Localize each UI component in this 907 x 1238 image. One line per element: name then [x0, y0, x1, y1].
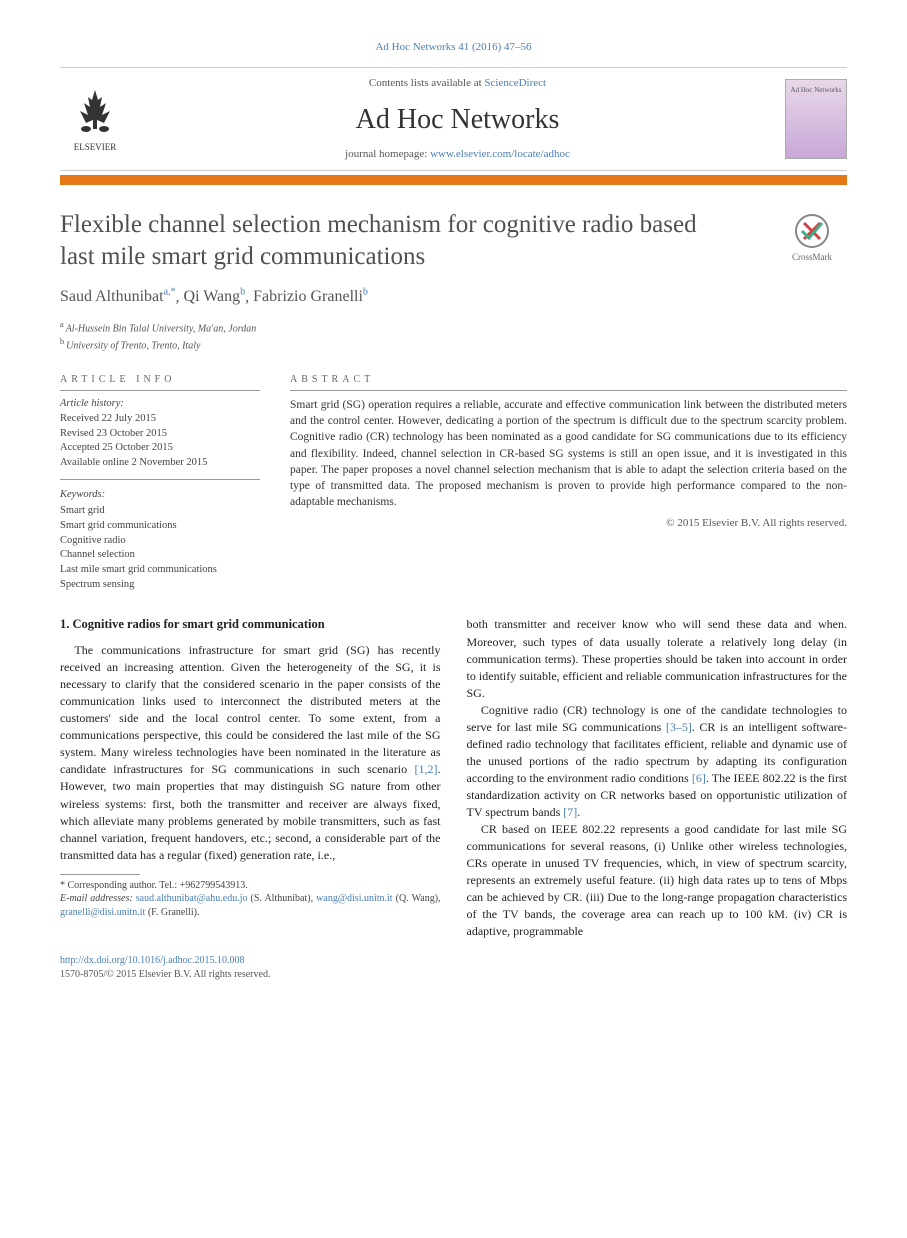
- elsevier-tree-icon: [70, 85, 120, 135]
- aff-a-text: Al-Hussein Bin Talal University, Ma'an, …: [66, 323, 257, 334]
- history-3: Available online 2 November 2015: [60, 456, 260, 471]
- journal-title: Ad Hoc Networks: [130, 100, 785, 139]
- crossmark-badge[interactable]: CrossMark: [777, 213, 847, 264]
- ref-7[interactable]: [7]: [563, 805, 577, 819]
- crossmark-label: CrossMark: [792, 252, 832, 262]
- keyword-1: Smart grid communications: [60, 519, 260, 534]
- crossmark-icon: [794, 213, 830, 249]
- abstract-heading: ABSTRACT: [290, 373, 847, 391]
- homepage-prefix: journal homepage:: [345, 148, 430, 160]
- author-1-name: Qi Wang: [184, 288, 241, 305]
- author-0-name: Saud Althunibat: [60, 288, 164, 305]
- email-0[interactable]: saud.althunibat@ahu.edu.jo: [136, 893, 248, 904]
- article-info: ARTICLE INFO Article history: Received 2…: [60, 373, 260, 592]
- publisher-logo[interactable]: ELSEVIER: [60, 85, 130, 153]
- citation-link[interactable]: Ad Hoc Networks 41 (2016) 47–56: [375, 41, 531, 53]
- affiliations: aAl-Hussein Bin Talal University, Ma'an,…: [60, 319, 847, 354]
- history-block: Article history: Received 22 July 2015 R…: [60, 397, 260, 479]
- history-0: Received 22 July 2015: [60, 412, 260, 427]
- keyword-2: Cognitive radio: [60, 534, 260, 549]
- email-addresses: E-mail addresses: saud.althunibat@ahu.ed…: [60, 892, 441, 919]
- author-0[interactable]: Saud Althunibata,*: [60, 288, 176, 305]
- contents-line: Contents lists available at ScienceDirec…: [130, 76, 785, 91]
- keyword-0: Smart grid: [60, 504, 260, 519]
- para-1a: The communications infrastructure for sm…: [60, 643, 441, 776]
- aff-a-mark: a: [60, 320, 64, 329]
- affiliation-b: bUniversity of Trento, Trento, Italy: [60, 336, 847, 353]
- article-head: CrossMark Flexible channel selection mec…: [60, 209, 847, 353]
- homepage-link[interactable]: www.elsevier.com/locate/adhoc: [430, 148, 570, 160]
- journal-cover-thumb[interactable]: Ad Hoc Networks: [785, 79, 847, 159]
- keyword-3: Channel selection: [60, 548, 260, 563]
- abstract-text: Smart grid (SG) operation requires a rel…: [290, 397, 847, 510]
- ref-3-5[interactable]: [3–5]: [666, 720, 692, 734]
- email-2[interactable]: granelli@disi.unitn.it: [60, 907, 145, 918]
- para-3d: .: [577, 805, 580, 819]
- orange-bar: [60, 175, 847, 185]
- history-1: Revised 23 October 2015: [60, 427, 260, 442]
- keyword-5: Spectrum sensing: [60, 578, 260, 593]
- masthead-center: Contents lists available at ScienceDirec…: [130, 76, 785, 162]
- masthead: ELSEVIER Contents lists available at Sci…: [60, 67, 847, 171]
- affiliation-a: aAl-Hussein Bin Talal University, Ma'an,…: [60, 319, 847, 336]
- author-1[interactable]: Qi Wangb: [184, 288, 246, 305]
- para-1b: . However, two main properties that may …: [60, 762, 441, 861]
- info-abstract-row: ARTICLE INFO Article history: Received 2…: [60, 373, 847, 592]
- ref-1-2[interactable]: [1,2]: [415, 762, 438, 776]
- email-2-who: (F. Granelli): [148, 907, 197, 918]
- history-label: Article history:: [60, 397, 260, 412]
- para-2: both transmitter and receiver know who w…: [467, 616, 848, 701]
- email-1-who: (Q. Wang): [396, 893, 438, 904]
- email-label: E-mail addresses:: [60, 893, 133, 904]
- history-2: Accepted 25 October 2015: [60, 441, 260, 456]
- para-3: Cognitive radio (CR) technology is one o…: [467, 702, 848, 821]
- footnote-separator: [60, 874, 140, 875]
- para-1: The communications infrastructure for sm…: [60, 642, 441, 863]
- authors-line: Saud Althunibata,*, Qi Wangb, Fabrizio G…: [60, 286, 847, 309]
- keyword-4: Last mile smart grid communications: [60, 563, 260, 578]
- footnotes: * Corresponding author. Tel.: +962799543…: [60, 879, 441, 920]
- section-1-heading: 1. Cognitive radios for smart grid commu…: [60, 616, 441, 634]
- cover-thumb-text: Ad Hoc Networks: [791, 86, 842, 94]
- body-columns: 1. Cognitive radios for smart grid commu…: [60, 616, 847, 940]
- contents-prefix: Contents lists available at: [369, 77, 484, 89]
- author-2-name: Fabrizio Granelli: [253, 288, 363, 305]
- abstract: ABSTRACT Smart grid (SG) operation requi…: [290, 373, 847, 592]
- keywords-label: Keywords:: [60, 488, 260, 503]
- abstract-copyright: © 2015 Elsevier B.V. All rights reserved…: [290, 516, 847, 531]
- homepage-line: journal homepage: www.elsevier.com/locat…: [130, 147, 785, 162]
- author-2-marks: b: [363, 287, 368, 298]
- author-2[interactable]: Fabrizio Granellib: [253, 288, 368, 305]
- doi-link[interactable]: http://dx.doi.org/10.1016/j.adhoc.2015.1…: [60, 955, 245, 966]
- ref-6[interactable]: [6]: [692, 771, 706, 785]
- author-1-marks: b: [240, 287, 245, 298]
- corr-text: Corresponding author. Tel.: +96279954391…: [68, 880, 248, 891]
- page-root: Ad Hoc Networks 41 (2016) 47–56 ELSEVIER…: [0, 0, 907, 1012]
- page-footer: http://dx.doi.org/10.1016/j.adhoc.2015.1…: [60, 954, 847, 982]
- header-citation: Ad Hoc Networks 41 (2016) 47–56: [60, 40, 847, 55]
- para-4: CR based on IEEE 802.22 represents a goo…: [467, 821, 848, 940]
- author-0-marks: a,*: [164, 287, 176, 298]
- article-title: Flexible channel selection mechanism for…: [60, 209, 700, 272]
- article-info-heading: ARTICLE INFO: [60, 373, 260, 391]
- publisher-name: ELSEVIER: [74, 142, 117, 152]
- sciencedirect-link[interactable]: ScienceDirect: [484, 77, 546, 89]
- issn-line: 1570-8705/© 2015 Elsevier B.V. All right…: [60, 968, 847, 982]
- email-0-who: (S. Althunibat): [251, 893, 311, 904]
- aff-b-mark: b: [60, 337, 64, 346]
- aff-b-text: University of Trento, Trento, Italy: [66, 340, 200, 351]
- corresponding-author: * Corresponding author. Tel.: +962799543…: [60, 879, 441, 893]
- email-1[interactable]: wang@disi.unitn.it: [316, 893, 392, 904]
